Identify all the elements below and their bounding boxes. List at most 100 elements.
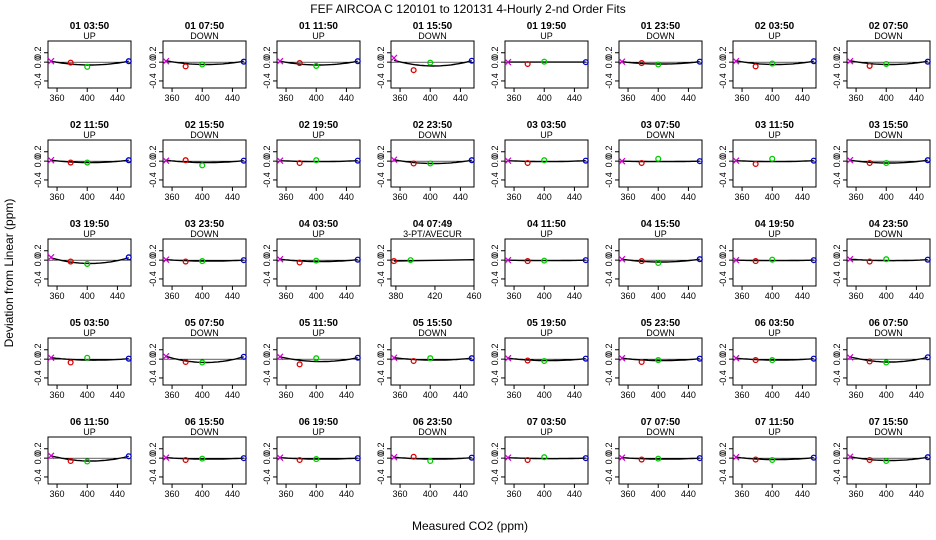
x-tick-label: 360	[50, 93, 65, 103]
x-tick-label: 440	[453, 489, 468, 499]
panel-title: 03 03:50	[527, 120, 567, 131]
data-point	[504, 157, 512, 165]
x-tick-label: 360	[735, 489, 750, 499]
x-tick-label: 360	[279, 192, 294, 202]
x-tick-label: 400	[765, 192, 780, 202]
x-tick-label: 360	[393, 192, 408, 202]
y-tick-label: 0.2	[490, 343, 500, 356]
y-tick-label: -0.4	[33, 73, 43, 89]
data-point	[313, 456, 320, 463]
plot-frame	[846, 436, 931, 485]
y-tick-label: 0.0	[148, 155, 158, 168]
y-tick-label: -0.4	[832, 271, 842, 287]
x-tick-label: 360	[735, 291, 750, 301]
y-tick-label: 0.2	[490, 145, 500, 158]
data-point	[296, 60, 303, 67]
y-tick-label: 0.2	[490, 442, 500, 455]
panel-direction-label: UP	[540, 229, 553, 239]
x-tick-label: 400	[765, 390, 780, 400]
y-tick-label: -0.4	[148, 370, 158, 386]
x-tick-label: 360	[50, 291, 65, 301]
panel-direction-label: DOWN	[418, 328, 447, 338]
data-point	[696, 455, 703, 462]
panel-direction-label: UP	[312, 427, 325, 437]
x-tick-label: 400	[423, 489, 438, 499]
data-point	[810, 257, 817, 264]
data-point	[276, 353, 284, 361]
x-tick-label: 400	[80, 192, 95, 202]
data-point	[67, 359, 74, 366]
x-tick-label: 400	[423, 390, 438, 400]
data-point	[618, 58, 626, 66]
y-tick-label: 0.0	[148, 353, 158, 366]
panel-title: 07 07:50	[641, 417, 681, 428]
data-point	[638, 258, 645, 265]
x-tick-label: 360	[621, 291, 636, 301]
y-tick-label: -0.4	[262, 271, 272, 287]
y-tick-label: 0.0	[490, 56, 500, 69]
data-point	[47, 253, 55, 261]
data-point	[296, 159, 303, 167]
x-tick-label: 400	[537, 390, 552, 400]
y-tick-label: -0.4	[262, 73, 272, 89]
plot-frame	[846, 40, 931, 89]
y-tick-label: 0.2	[148, 145, 158, 158]
x-tick-label: 440	[110, 390, 125, 400]
data-point	[618, 454, 626, 462]
panel-direction-label: UP	[312, 130, 325, 140]
data-point	[696, 58, 703, 65]
panel-direction-label: DOWN	[646, 328, 675, 338]
y-tick-label: 0.2	[148, 343, 158, 356]
data-point	[410, 160, 417, 167]
y-tick-label: 0.0	[604, 254, 614, 267]
panel-direction-label: DOWN	[646, 427, 675, 437]
panel-direction-label: DOWN	[874, 229, 903, 239]
x-tick-label: 360	[50, 390, 65, 400]
data-point	[199, 162, 206, 169]
panel-direction-label: UP	[83, 229, 96, 239]
y-tick-label: 0.0	[718, 353, 728, 366]
x-tick-label: 360	[735, 192, 750, 202]
data-point	[732, 57, 740, 65]
data-point	[84, 458, 91, 465]
data-point	[769, 60, 776, 67]
x-tick-label: 360	[165, 390, 180, 400]
x-tick-label: 440	[909, 93, 924, 103]
x-tick-label: 400	[879, 489, 894, 499]
y-tick-label: 0.0	[376, 452, 386, 465]
panel-title: 06 19:50	[299, 417, 339, 428]
plot-frame	[846, 139, 931, 188]
x-tick-label: 360	[849, 192, 864, 202]
y-tick-label: 0.2	[33, 46, 43, 59]
y-tick-label: -0.4	[262, 370, 272, 386]
data-point	[883, 60, 890, 68]
figure-title: FEF AIRCOA C 120101 to 120131 4-Hourly 2…	[310, 2, 625, 16]
panel-title: 07 15:50	[869, 417, 909, 428]
y-tick-label: 0.0	[33, 155, 43, 168]
data-point	[313, 257, 320, 264]
y-tick-label: 0.2	[33, 244, 43, 257]
plot-frame	[618, 139, 703, 188]
data-point	[427, 457, 434, 465]
data-point	[582, 355, 589, 362]
x-axis-label: Measured CO2 (ppm)	[412, 519, 528, 533]
x-tick-label: 440	[795, 489, 810, 499]
x-tick-label: 360	[849, 390, 864, 400]
data-point	[883, 256, 890, 263]
x-tick-label: 400	[537, 291, 552, 301]
y-tick-label: -0.4	[718, 73, 728, 89]
data-point	[427, 160, 434, 167]
y-tick-label: 0.2	[832, 442, 842, 455]
x-tick-label: 400	[423, 93, 438, 103]
y-tick-label: 0.0	[832, 56, 842, 69]
y-tick-label: 0.2	[718, 343, 728, 356]
y-tick-label: -0.4	[604, 271, 614, 287]
plot-frame	[276, 337, 361, 386]
x-tick-label: 400	[195, 390, 210, 400]
panel-title: 05 15:50	[413, 318, 453, 329]
